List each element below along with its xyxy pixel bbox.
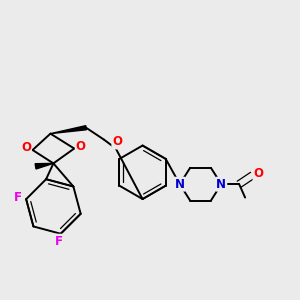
Text: O: O (254, 167, 263, 180)
Text: N: N (216, 178, 226, 191)
Polygon shape (50, 126, 86, 134)
Text: F: F (55, 235, 63, 248)
Polygon shape (35, 164, 53, 169)
Text: O: O (76, 140, 86, 153)
Text: N: N (175, 178, 185, 191)
Text: O: O (21, 141, 31, 154)
Text: F: F (14, 191, 22, 204)
Text: O: O (112, 136, 122, 148)
